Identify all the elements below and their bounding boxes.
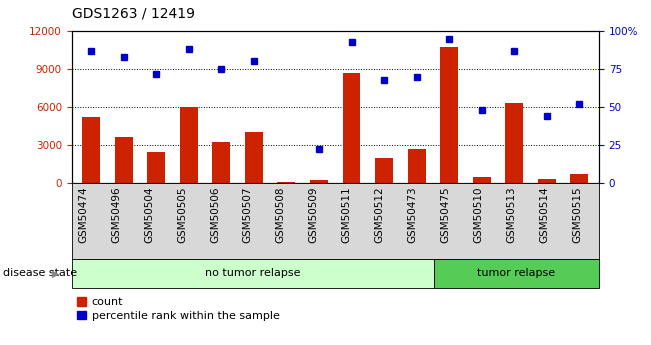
Bar bbox=[538, 179, 556, 183]
Text: GSM50511: GSM50511 bbox=[342, 186, 352, 243]
Bar bbox=[342, 73, 361, 183]
Text: GDS1263 / 12419: GDS1263 / 12419 bbox=[72, 7, 195, 21]
Text: GSM50496: GSM50496 bbox=[111, 186, 121, 243]
Text: GSM50505: GSM50505 bbox=[177, 186, 187, 243]
Legend: count, percentile rank within the sample: count, percentile rank within the sample bbox=[77, 297, 279, 321]
Bar bbox=[473, 177, 491, 183]
Bar bbox=[310, 180, 328, 183]
Text: GSM50510: GSM50510 bbox=[473, 186, 484, 243]
Text: GSM50514: GSM50514 bbox=[540, 186, 549, 243]
Bar bbox=[408, 149, 426, 183]
Bar bbox=[147, 152, 165, 183]
Bar bbox=[245, 132, 263, 183]
Text: no tumor relapse: no tumor relapse bbox=[205, 268, 301, 278]
Text: GSM50504: GSM50504 bbox=[144, 186, 154, 243]
Bar bbox=[375, 158, 393, 183]
Text: GSM50507: GSM50507 bbox=[243, 186, 253, 243]
Text: GSM50513: GSM50513 bbox=[506, 186, 516, 243]
Text: GSM50515: GSM50515 bbox=[572, 186, 583, 243]
Text: GSM50473: GSM50473 bbox=[408, 186, 418, 243]
Bar bbox=[212, 142, 230, 183]
Text: GSM50506: GSM50506 bbox=[210, 186, 220, 243]
Text: GSM50512: GSM50512 bbox=[375, 186, 385, 243]
Text: GSM50509: GSM50509 bbox=[309, 186, 319, 243]
Bar bbox=[115, 137, 133, 183]
Text: ▶: ▶ bbox=[51, 268, 59, 278]
Text: tumor relapse: tumor relapse bbox=[477, 268, 555, 278]
Bar bbox=[180, 107, 198, 183]
Text: GSM50474: GSM50474 bbox=[78, 186, 88, 243]
Text: GSM50475: GSM50475 bbox=[441, 186, 450, 243]
Bar bbox=[440, 48, 458, 183]
Text: disease state: disease state bbox=[3, 268, 77, 278]
Bar bbox=[570, 174, 589, 183]
Bar bbox=[82, 117, 100, 183]
Bar bbox=[277, 182, 296, 183]
Text: GSM50508: GSM50508 bbox=[276, 186, 286, 243]
Bar bbox=[505, 103, 523, 183]
